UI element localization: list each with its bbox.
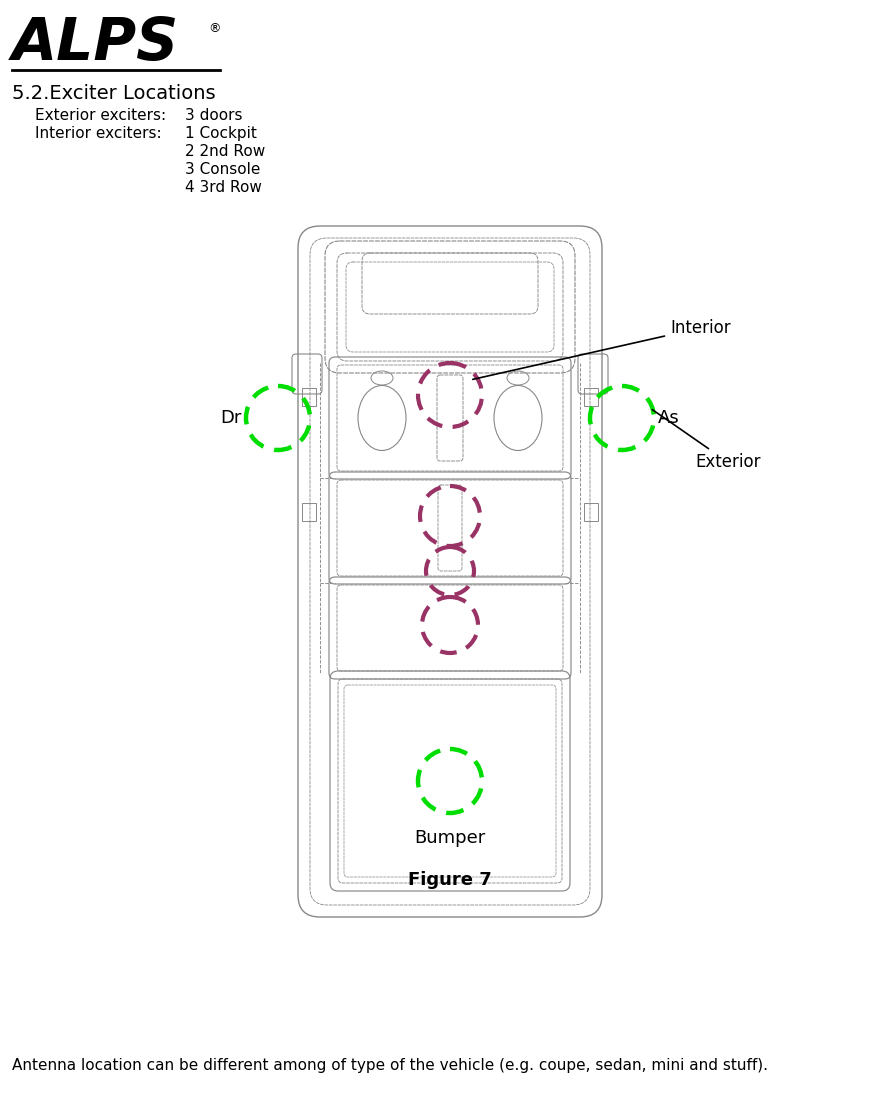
Text: 4 3rd Row: 4 3rd Row	[185, 180, 262, 195]
Bar	[584, 388, 598, 406]
Text: 2 2nd Row: 2 2nd Row	[185, 144, 265, 159]
Text: ®: ®	[208, 22, 220, 35]
Text: Dr: Dr	[220, 409, 242, 428]
Text: Exterior exciters:: Exterior exciters:	[35, 108, 166, 123]
Text: 3 doors: 3 doors	[185, 108, 242, 123]
Text: 1 Cockpit: 1 Cockpit	[185, 126, 257, 141]
Text: Interior: Interior	[473, 319, 731, 379]
Text: As: As	[658, 409, 680, 428]
Bar	[302, 388, 316, 406]
Bar	[584, 503, 598, 521]
Text: 3 Console: 3 Console	[185, 162, 260, 177]
Text: Figure 7: Figure 7	[408, 872, 492, 889]
Bar	[302, 503, 316, 521]
Text: ALPS: ALPS	[12, 15, 179, 73]
Text: Interior exciters:: Interior exciters:	[35, 126, 162, 141]
Text: Antenna location can be different among of type of the vehicle (e.g. coupe, seda: Antenna location can be different among …	[12, 1058, 768, 1073]
Text: Exterior: Exterior	[652, 410, 760, 471]
Text: Bumper: Bumper	[414, 829, 486, 847]
Text: 5.2.Exciter Locations: 5.2.Exciter Locations	[12, 84, 216, 103]
